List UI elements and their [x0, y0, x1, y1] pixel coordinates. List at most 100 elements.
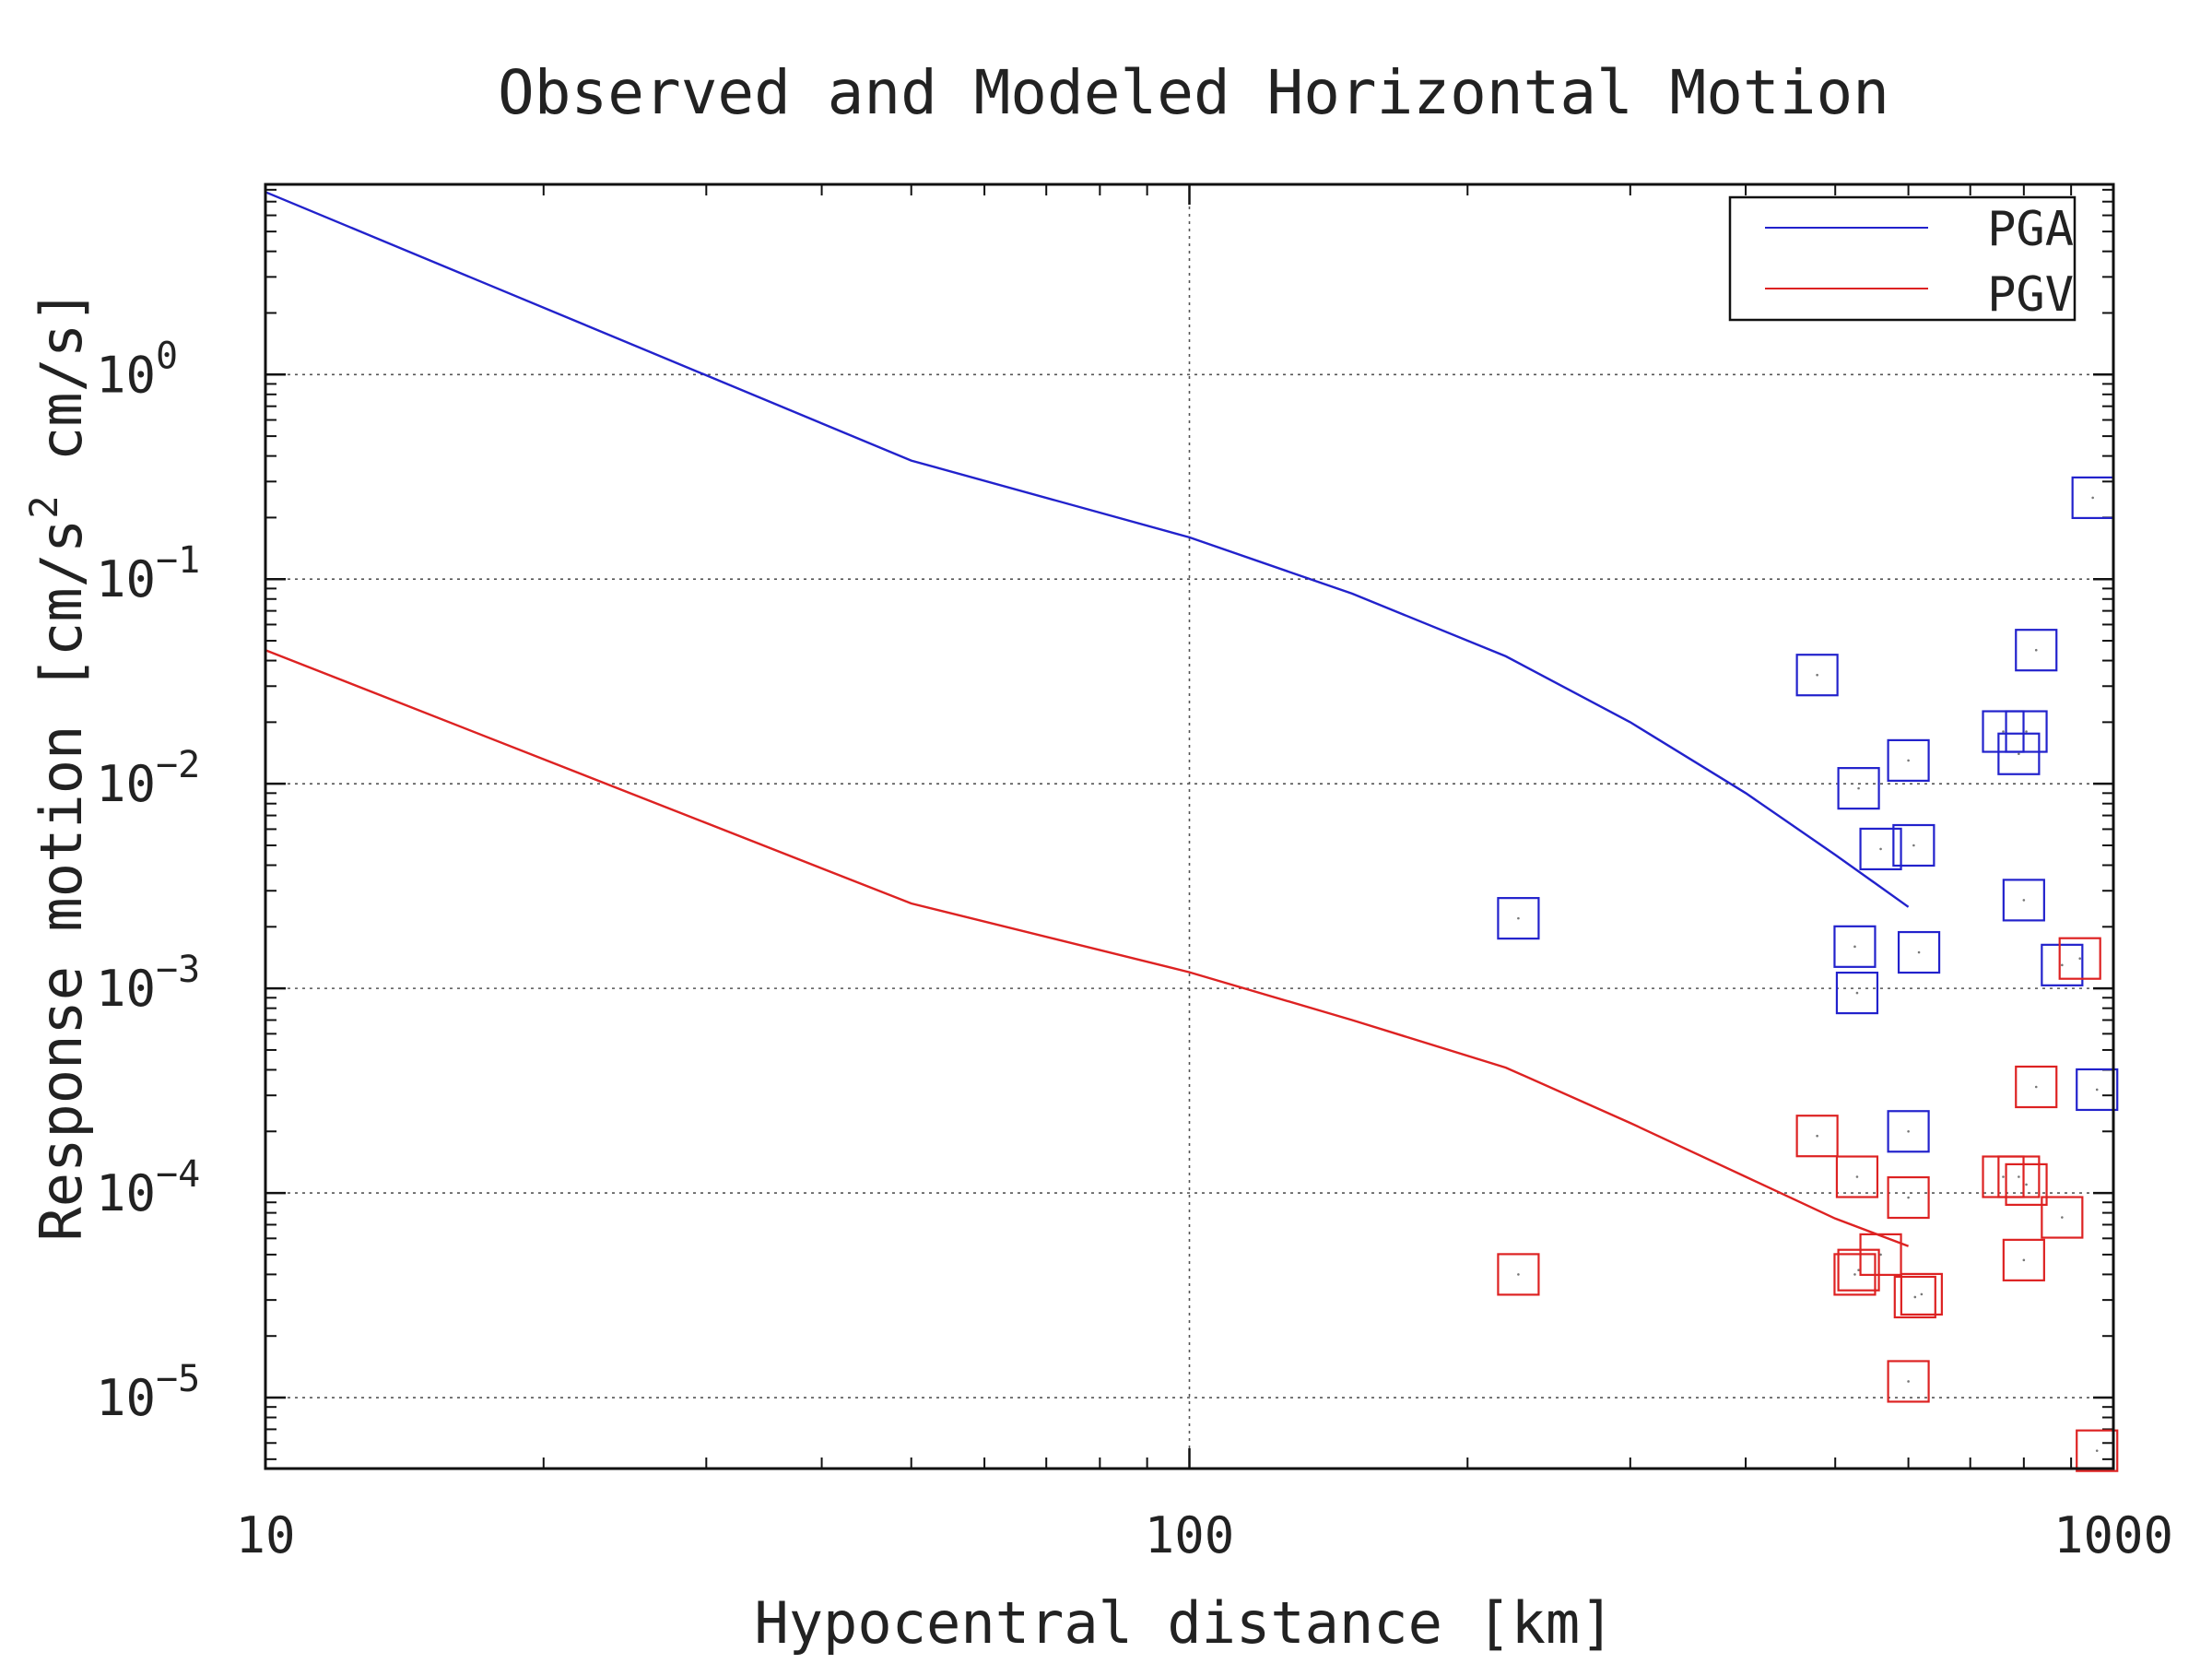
observed-point-center-dot [1920, 1292, 1924, 1296]
observed-point-pgv [1887, 1175, 1930, 1220]
observed-point-pga [1835, 971, 1879, 1015]
observed-point-center-dot [1517, 1273, 1520, 1276]
observed-point-pgv [2076, 1429, 2119, 1472]
observed-point-pga [1837, 767, 1880, 810]
observed-point-pga [1795, 654, 1839, 697]
observed-point-center-dot [1816, 1134, 1818, 1138]
observed-point-center-dot [1517, 916, 1520, 920]
observed-point-pgv [1837, 1248, 1880, 1292]
observed-point-pgv [1859, 1233, 1902, 1276]
x-tick-label: 1000 [2053, 1506, 2173, 1564]
y-tick-label-base: 10 [96, 960, 156, 1018]
y-tick-label-base: 10 [96, 755, 156, 813]
y-tick-label: 10−4 [96, 1153, 200, 1222]
observed-point-center-dot [1917, 950, 1921, 954]
y-tick-label-exponent: −1 [156, 539, 200, 582]
ticks-layer [264, 184, 2115, 1469]
observed-point-center-dot [1907, 1380, 1910, 1383]
observed-point-pga [2002, 879, 2045, 922]
observed-point-pgv [1835, 1155, 1879, 1198]
y-tick-label-exponent: −4 [156, 1153, 200, 1196]
observed-point-center-dot [1913, 1295, 1917, 1299]
observed-point-center-dot [2002, 1175, 2005, 1178]
observed-point-pga [1997, 732, 2041, 775]
legend-pgv-label: PGV [1987, 267, 2074, 323]
observed-point-pga [2005, 710, 2048, 753]
observed-point-center-dot [1879, 847, 1882, 851]
y-tick-label: 100 [96, 335, 178, 404]
observed-point-center-dot [1853, 1273, 1856, 1276]
observed-point-center-dot [1907, 1196, 1910, 1199]
y-axis-label-main: Response motion [cm/s [28, 519, 95, 1242]
y-tick-label-base: 10 [96, 346, 156, 404]
observed-point-center-dot [2095, 1449, 2099, 1452]
x-tick-label: 10 [235, 1506, 295, 1564]
observed-point-pga [1982, 710, 2025, 753]
y-tick-label-exponent: −2 [156, 744, 200, 786]
observed-point-center-dot [1912, 844, 1915, 847]
observed-point-center-dot [1879, 1253, 1882, 1257]
observed-point-center-dot [2061, 963, 2064, 967]
plot-frame [264, 183, 2115, 1470]
observed-point-pgv [2005, 1162, 2048, 1206]
observed-point-center-dot [2034, 1085, 2038, 1089]
y-tick-label-exponent: −3 [156, 949, 200, 991]
y-axis-label-superscript: 2 [21, 495, 66, 518]
y-tick-label-exponent: 0 [156, 335, 178, 377]
observed-point-pgv [1900, 1272, 1943, 1316]
y-tick-label: 10−5 [96, 1358, 200, 1427]
observed-point-center-dot [1857, 786, 1860, 790]
y-tick-label-base: 10 [96, 1164, 156, 1222]
observed-point-center-dot [2095, 1088, 2099, 1092]
y-tick-label: 10−3 [96, 949, 200, 1018]
observed-point-center-dot [1816, 673, 1818, 677]
lines-layer [265, 191, 1910, 1247]
model-line-pga [265, 191, 1910, 908]
observed-point-pga [1887, 738, 1930, 782]
observed-point-pgv [2015, 1065, 2058, 1109]
observed-point-pga [1887, 1110, 1930, 1153]
observed-point-center-dot [2034, 648, 2038, 652]
x-axis-label: Hypocentral distance [km] [754, 1589, 1614, 1657]
legend-box [1728, 195, 2077, 322]
x-tick-label: 100 [1145, 1506, 1235, 1564]
observed-point-pgv [1795, 1115, 1839, 1158]
observed-point-center-dot [1855, 991, 1859, 995]
y-tick-label-exponent: −5 [156, 1358, 200, 1400]
y-tick-label-base: 10 [96, 1369, 156, 1427]
observed-point-pga [1497, 897, 1540, 940]
observed-point-pga [1833, 925, 1877, 968]
y-tick-label: 10−2 [96, 744, 200, 813]
observed-point-center-dot [2078, 957, 2081, 960]
observed-point-pgv [1893, 1275, 1936, 1319]
observed-point-center-dot [1855, 1175, 1859, 1178]
y-axis-label-tail: cm/s] [28, 289, 95, 495]
observed-point-center-dot [1907, 1129, 1910, 1133]
observed-point-center-dot [2025, 730, 2028, 733]
observed-point-pgv [2002, 1238, 2045, 1281]
grid-layer [265, 184, 2113, 1469]
observed-point-center-dot [2018, 1175, 2020, 1178]
observed-point-center-dot [1853, 945, 1856, 949]
points-layer [1497, 476, 2119, 1472]
observed-point-pga [2015, 629, 2058, 672]
observed-point-pga [2076, 1068, 2119, 1112]
observed-point-pgv [2058, 937, 2101, 980]
legend: PGA PGV [1728, 195, 2077, 323]
observed-point-center-dot [2022, 1258, 2026, 1262]
y-tick-label: 10−1 [96, 539, 200, 608]
legend-pga-label: PGA [1987, 202, 2074, 257]
observed-point-pgv [1497, 1253, 1540, 1296]
y-tick-label-base: 10 [96, 550, 156, 608]
observed-point-center-dot [2022, 899, 2026, 902]
model-line-pgv [265, 649, 1910, 1247]
observed-point-center-dot [2018, 752, 2020, 756]
chart-title: Observed and Modeled Horizontal Motion [498, 57, 1889, 128]
observed-point-pga [1892, 823, 1936, 867]
observed-point-center-dot [2061, 1216, 2064, 1219]
observed-point-pga [2041, 943, 2084, 986]
observed-point-pga [1897, 930, 1941, 974]
